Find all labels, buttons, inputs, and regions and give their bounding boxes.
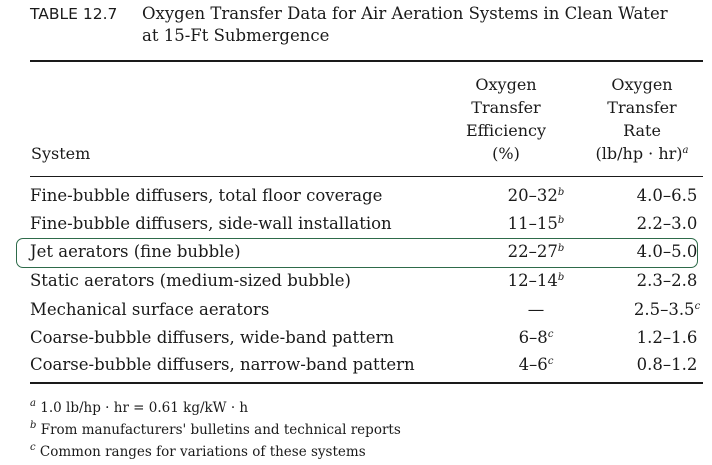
header-rate-line: Transfer	[607, 98, 677, 117]
system-cell: Coarse-bubble diffusers, narrow-band pat…	[30, 355, 415, 374]
rate-cell: 1.2–1.6	[602, 328, 712, 347]
rate-value: 2.5–3.5	[633, 300, 695, 319]
system-cell: Jet aerators (fine bubble)	[30, 242, 241, 261]
header-rule	[30, 176, 703, 177]
table-row: Coarse-bubble diffusers, narrow-band pat…	[30, 351, 703, 379]
footnote-text: 1.0 lb/hp · hr = 0.61 kg/kW · h	[40, 400, 249, 416]
top-rule	[30, 60, 703, 62]
system-cell: Mechanical surface aerators	[30, 300, 270, 319]
footnote-mark: b	[30, 420, 37, 431]
header-rate-line: (lb/hp · hr)a	[582, 142, 702, 165]
rate-value: 2.3–2.8	[636, 271, 698, 290]
efficiency-value: 22–27	[507, 242, 558, 261]
table-row: Jet aerators (fine bubble) 22–27b 4.0–5.…	[30, 238, 703, 266]
footnotes: a 1.0 lb/hp · hr = 0.61 kg/kW · h b From…	[30, 397, 401, 463]
footnote-mark: c	[30, 442, 36, 453]
footnote-c: c Common ranges for variations of these …	[30, 441, 401, 463]
header-rate: Oxygen Transfer Rate (lb/hp · hr)a	[582, 73, 702, 165]
header-efficiency-line: Efficiency	[465, 121, 546, 140]
table-title: Oxygen Transfer Data for Air Aeration Sy…	[142, 3, 702, 47]
rate-value: 4.0–6.5	[636, 186, 698, 205]
rate-cell: 4.0–5.0	[602, 242, 712, 261]
efficiency-value: 20–32	[507, 186, 558, 205]
header-rate-line: Oxygen	[611, 75, 673, 94]
rate-value: 0.8–1.2	[636, 355, 698, 374]
header-rate-line: Rate	[623, 121, 661, 140]
header-efficiency-line: Oxygen	[475, 75, 537, 94]
header-system: System	[31, 144, 91, 163]
rate-cell: 2.5–3.5c	[602, 300, 712, 319]
efficiency-value: 4–6	[518, 355, 548, 374]
bottom-rule	[30, 382, 703, 384]
footnote-ref: c	[547, 356, 554, 367]
table-number: TABLE 12.7	[30, 5, 118, 23]
rate-cell: 0.8–1.2	[602, 355, 712, 374]
efficiency-cell: 12–14b	[471, 271, 601, 290]
footnote-ref: b	[557, 187, 565, 198]
footnote-a: a 1.0 lb/hp · hr = 0.61 kg/kW · h	[30, 397, 401, 419]
table-title-line1: Oxygen Transfer Data for Air Aeration Sy…	[142, 4, 668, 23]
efficiency-cell: —	[471, 300, 601, 319]
footnote-ref: b	[557, 215, 565, 226]
table-row: Fine-bubble diffusers, side-wall install…	[30, 210, 703, 238]
footnote-ref: a	[682, 145, 689, 156]
system-cell: Fine-bubble diffusers, side-wall install…	[30, 214, 392, 233]
rate-cell: 2.2–3.0	[602, 214, 712, 233]
header-efficiency: Oxygen Transfer Efficiency (%)	[446, 73, 566, 165]
table-row: Mechanical surface aerators — 2.5–3.5c	[30, 296, 703, 324]
footnote-b: b From manufacturers' bulletins and tech…	[30, 419, 401, 441]
header-efficiency-line: Transfer	[471, 98, 541, 117]
rate-value: 4.0–5.0	[636, 242, 698, 261]
system-cell: Coarse-bubble diffusers, wide-band patte…	[30, 328, 395, 347]
table-row: Fine-bubble diffusers, total floor cover…	[30, 182, 703, 210]
rate-value: 2.2–3.0	[636, 214, 698, 233]
efficiency-cell: 6–8c	[471, 328, 601, 347]
footnote-ref: c	[694, 301, 701, 312]
efficiency-cell: 4–6c	[471, 355, 601, 374]
rate-value: 1.2–1.6	[636, 328, 698, 347]
system-cell: Fine-bubble diffusers, total floor cover…	[30, 186, 383, 205]
footnote-ref: b	[557, 272, 565, 283]
footnote-ref: b	[557, 243, 565, 254]
table-caption: TABLE 12.7 Oxygen Transfer Data for Air …	[30, 3, 700, 45]
footnote-mark: a	[30, 398, 36, 409]
efficiency-value: —	[527, 300, 545, 319]
system-cell: Static aerators (medium-sized bubble)	[30, 271, 351, 290]
efficiency-cell: 11–15b	[471, 214, 601, 233]
efficiency-cell: 22–27b	[471, 242, 601, 261]
header-rate-unit: (lb/hp · hr)	[595, 144, 683, 163]
efficiency-value: 11–15	[507, 214, 558, 233]
rate-cell: 2.3–2.8	[602, 271, 712, 290]
table-row: Coarse-bubble diffusers, wide-band patte…	[30, 324, 703, 352]
table-row: Static aerators (medium-sized bubble) 12…	[30, 267, 703, 295]
efficiency-cell: 20–32b	[471, 186, 601, 205]
row-highlight-box	[16, 238, 698, 268]
header-efficiency-line: (%)	[492, 144, 520, 163]
footnote-ref: c	[547, 329, 554, 340]
rate-cell: 4.0–6.5	[602, 186, 712, 205]
efficiency-value: 12–14	[507, 271, 558, 290]
footnote-text: Common ranges for variations of these sy…	[39, 444, 366, 460]
efficiency-value: 6–8	[518, 328, 548, 347]
footnote-text: From manufacturers' bulletins and techni…	[40, 422, 401, 438]
table-title-line2: at 15-Ft Submergence	[142, 26, 330, 45]
